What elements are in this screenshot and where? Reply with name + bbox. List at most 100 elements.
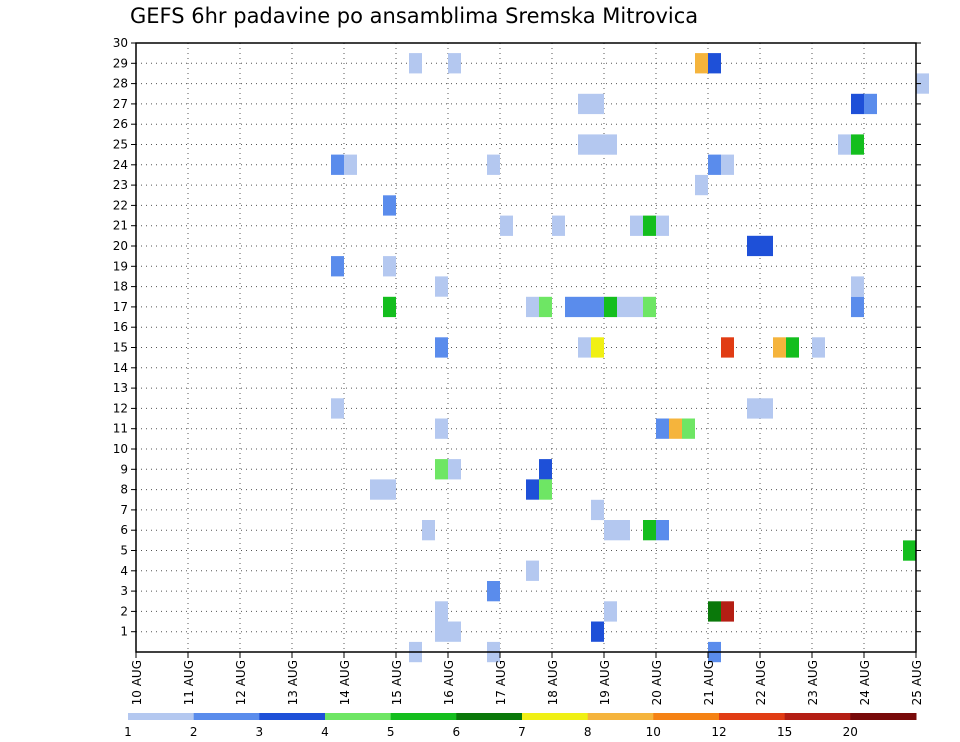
- y-tick-label: 9: [120, 462, 128, 476]
- x-tick-label: 23 AUG: [806, 660, 820, 705]
- heat-cell: [435, 418, 448, 439]
- y-tick-label: 29: [113, 56, 128, 70]
- heat-cell: [435, 276, 448, 297]
- heat-cell: [331, 256, 344, 277]
- x-tick-label: 10 AUG: [130, 660, 144, 705]
- y-tick-label: 1: [120, 625, 128, 639]
- legend-label: 10: [646, 725, 661, 739]
- y-tick-label: 11: [113, 422, 128, 436]
- heat-cell: [708, 601, 721, 622]
- heat-cell: [695, 53, 708, 74]
- y-tick-label: 6: [120, 523, 128, 537]
- heat-cell: [747, 398, 760, 419]
- legend-swatch: [522, 713, 589, 720]
- legend-label: 4: [321, 725, 329, 739]
- heat-cell: [838, 134, 851, 155]
- heat-cell: [435, 337, 448, 358]
- heat-cell: [500, 215, 513, 236]
- y-tick-label: 3: [120, 584, 128, 598]
- heat-cell: [578, 337, 591, 358]
- y-tick-label: 28: [113, 77, 128, 91]
- y-tick-label: 19: [113, 259, 128, 273]
- heat-cell: [851, 276, 864, 297]
- legend-label: 5: [387, 725, 395, 739]
- heat-cell: [760, 235, 773, 257]
- heat-cell: [435, 601, 448, 622]
- heat-cell: [383, 256, 396, 277]
- heat-cell: [916, 73, 929, 94]
- y-tick-label: 24: [113, 158, 128, 172]
- heat-cell: [591, 621, 604, 642]
- legend-swatch: [784, 713, 851, 720]
- heat-cell: [435, 459, 448, 480]
- heat-cell: [656, 418, 669, 439]
- heat-cell: [526, 479, 539, 500]
- legend-swatch: [259, 713, 326, 720]
- legend-label: 6: [452, 725, 460, 739]
- heat-cell: [656, 215, 669, 236]
- heat-cell: [760, 398, 773, 419]
- heat-cell: [617, 296, 630, 318]
- heat-cell: [422, 520, 435, 541]
- heat-cell: [565, 296, 578, 318]
- y-tick-label: 27: [113, 97, 128, 111]
- y-tick-label: 17: [113, 300, 128, 314]
- heat-cell: [591, 499, 604, 521]
- y-tick-label: 10: [113, 442, 128, 456]
- heat-cell: [526, 560, 539, 581]
- heat-cell: [630, 215, 643, 236]
- y-tick-label: 7: [120, 503, 128, 517]
- heat-cell: [383, 479, 396, 500]
- y-tick-label: 26: [113, 117, 128, 131]
- legend-swatch: [193, 713, 260, 720]
- x-tick-label: 22 AUG: [754, 660, 768, 705]
- heat-cell: [786, 337, 799, 358]
- legend-swatch: [390, 713, 457, 720]
- legend-swatch: [850, 713, 917, 720]
- heat-cell: [526, 296, 539, 318]
- legend-label: 12: [711, 725, 726, 739]
- legend-label: 2: [190, 725, 198, 739]
- legend-label: 1: [124, 725, 132, 739]
- y-tick-label: 25: [113, 138, 128, 152]
- heat-cell: [331, 398, 344, 419]
- heat-cell: [552, 215, 565, 236]
- heat-cell: [721, 154, 734, 175]
- heat-cell: [591, 93, 604, 115]
- heat-cell: [578, 93, 591, 115]
- heat-cell: [435, 621, 448, 642]
- heat-cell: [487, 154, 500, 175]
- heat-cell: [409, 53, 422, 74]
- heat-cell: [643, 215, 656, 236]
- heat-cell: [448, 53, 461, 74]
- heat-cell: [643, 520, 656, 541]
- legend-swatch: [325, 713, 392, 720]
- x-tick-label: 15 AUG: [390, 660, 404, 705]
- heat-cell: [903, 540, 916, 561]
- heat-cell: [604, 134, 617, 155]
- y-tick-label: 14: [113, 361, 128, 375]
- heat-cell: [487, 581, 500, 602]
- y-tick-label: 5: [120, 544, 128, 558]
- heat-cell: [448, 459, 461, 480]
- heat-cell: [383, 195, 396, 216]
- y-tick-label: 23: [113, 178, 128, 192]
- y-tick-label: 8: [120, 483, 128, 497]
- heat-cell: [851, 296, 864, 318]
- legend-label: 8: [584, 725, 592, 739]
- x-tick-label: 21 AUG: [702, 660, 716, 705]
- x-tick-label: 19 AUG: [598, 660, 612, 705]
- heat-cell: [682, 418, 695, 439]
- heat-cell: [708, 53, 721, 74]
- y-tick-label: 16: [113, 320, 128, 334]
- x-tick-label: 12 AUG: [234, 660, 248, 705]
- legend-label: 20: [843, 725, 858, 739]
- y-tick-label: 4: [120, 564, 128, 578]
- x-tick-label: 18 AUG: [546, 660, 560, 705]
- heat-cell: [851, 93, 864, 115]
- heat-cell: [331, 154, 344, 175]
- x-tick-label: 24 AUG: [858, 660, 872, 705]
- heat-cell: [591, 337, 604, 358]
- heat-cell: [643, 296, 656, 318]
- heat-cell: [747, 235, 760, 257]
